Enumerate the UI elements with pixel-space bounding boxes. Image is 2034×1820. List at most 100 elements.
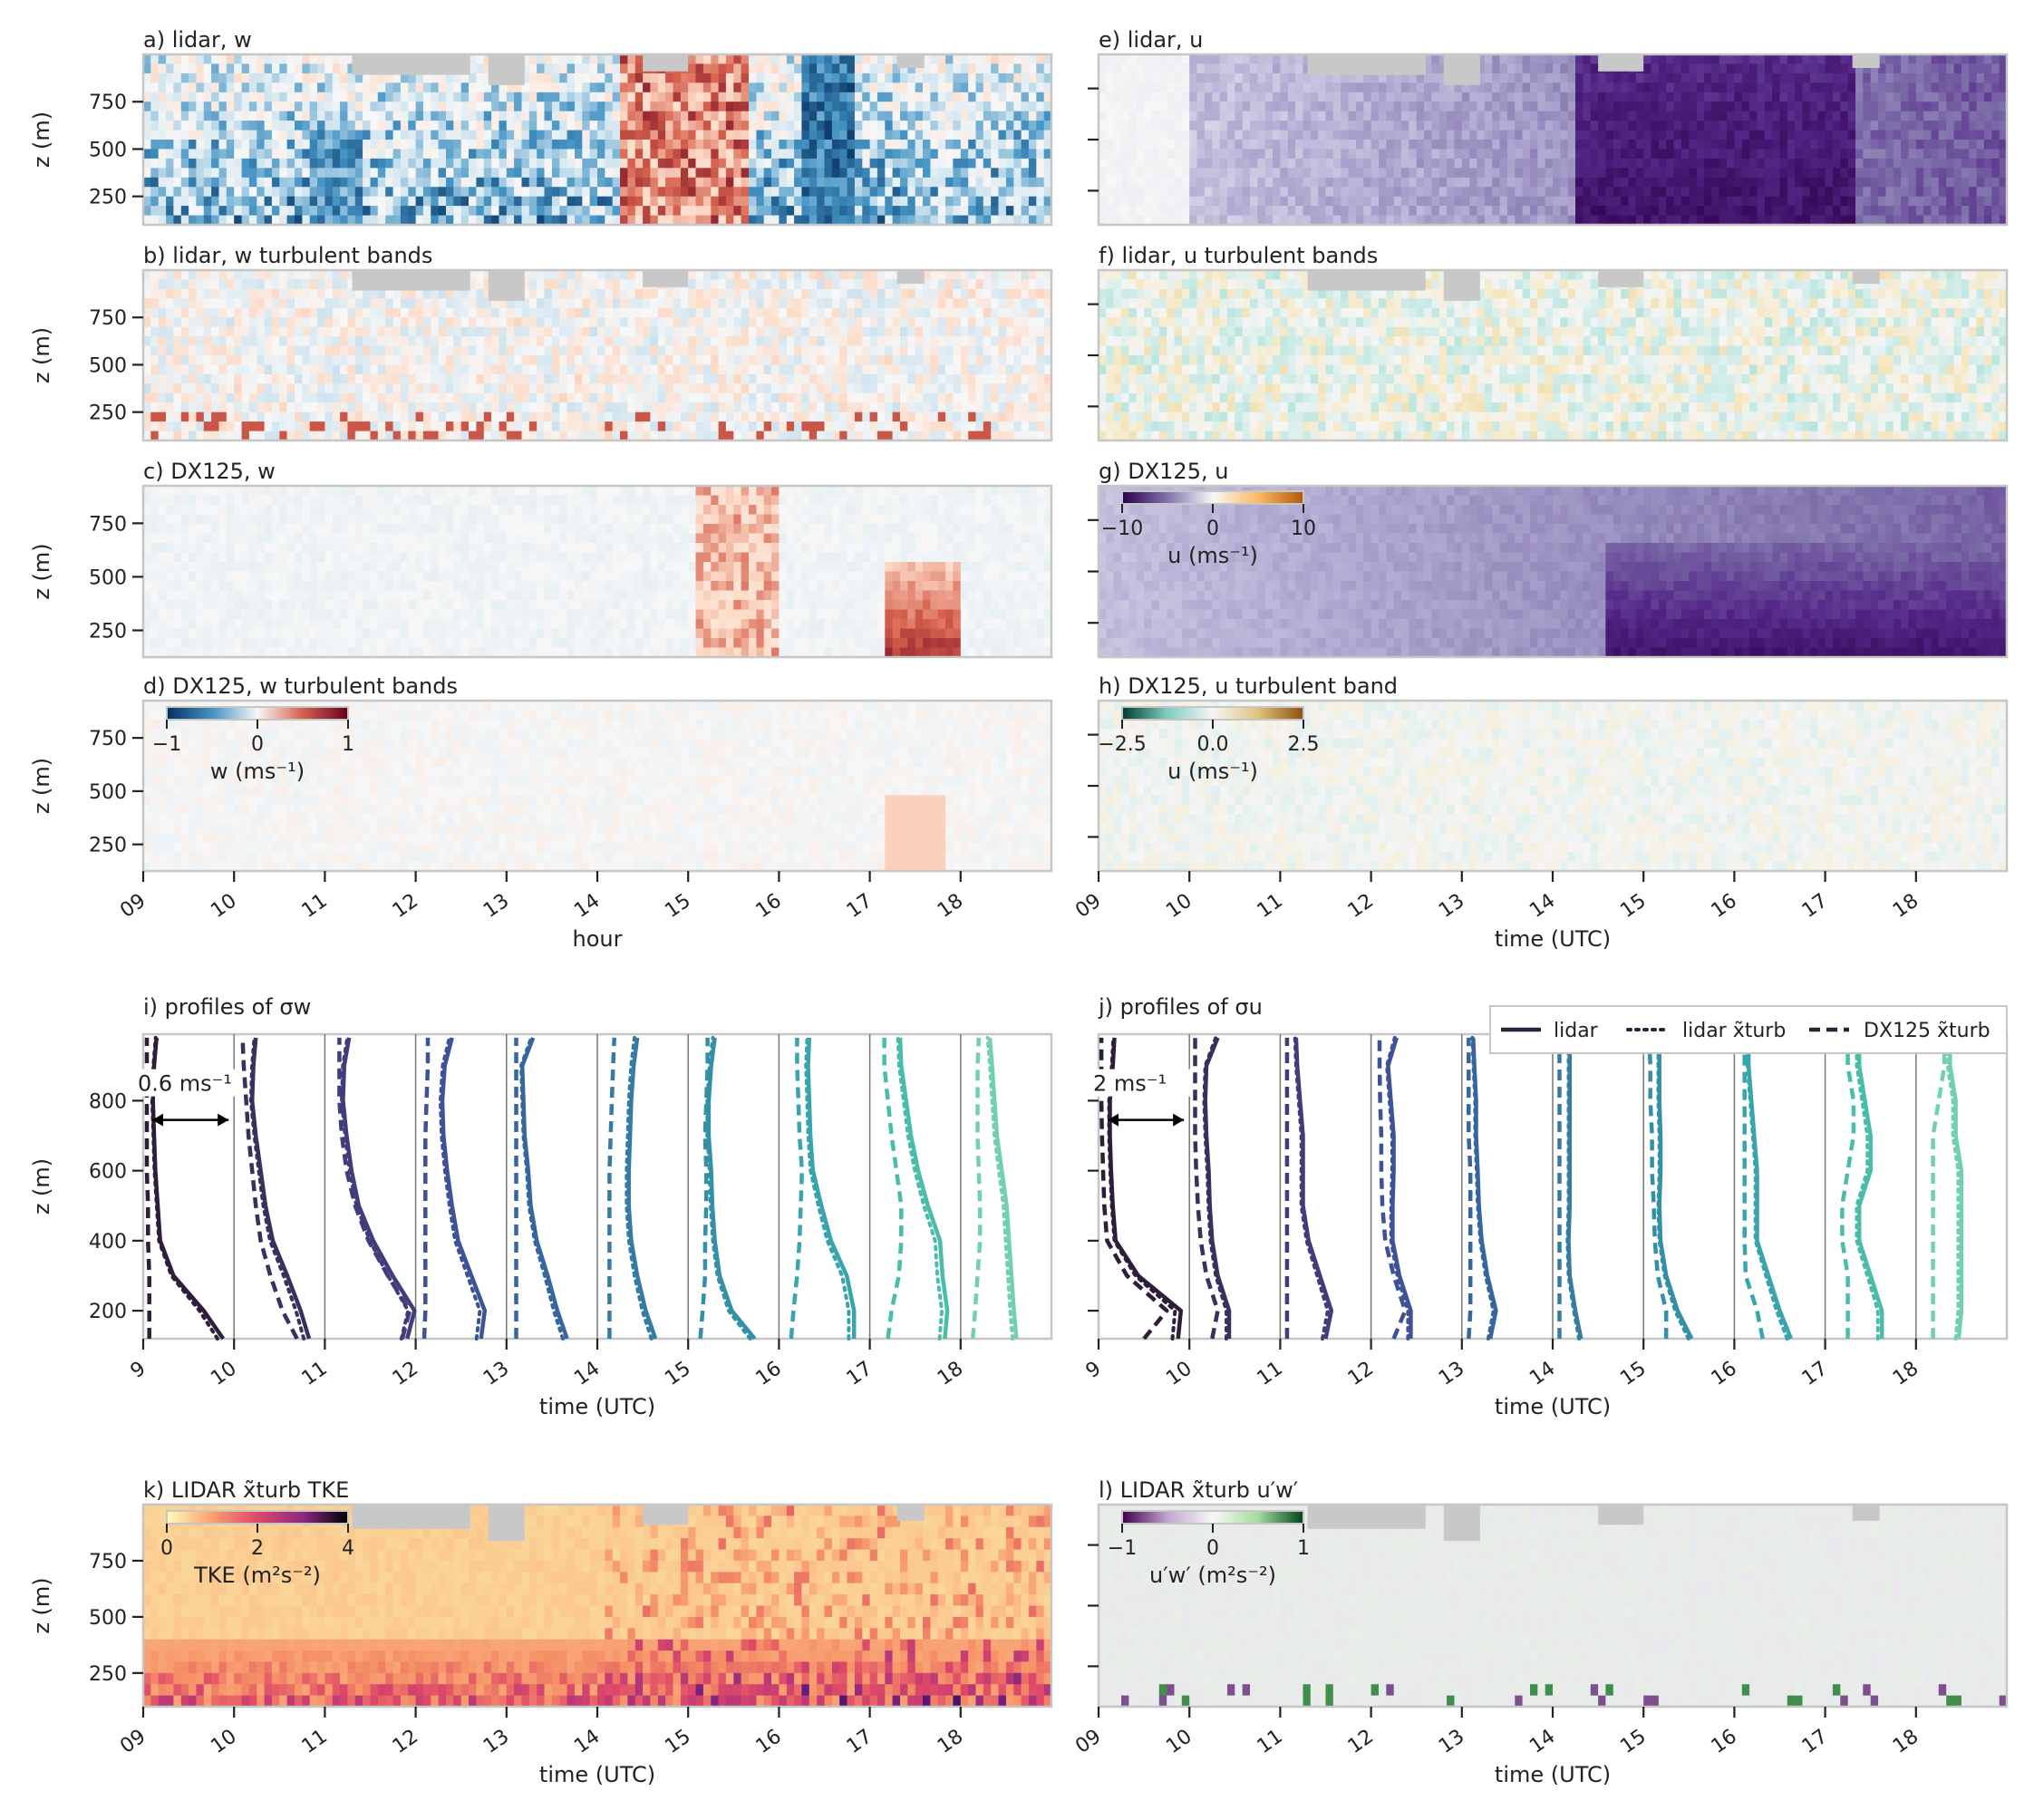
heatmap-cell [377,600,386,611]
heatmap-cell [438,411,447,422]
heatmap-cell [862,140,871,150]
heatmap-cell [847,102,856,112]
heatmap-cell [347,111,356,121]
heatmap-cell [854,421,863,432]
heatmap-cell [347,92,356,102]
heatmap-cell [1021,149,1030,160]
heatmap-cell [158,495,167,506]
heatmap-cell [324,373,334,384]
heatmap-cell [180,543,189,554]
heatmap-cell [612,187,621,198]
heatmap-cell [673,121,682,131]
heatmap-cell [998,364,1007,375]
heatmap-cell [612,149,621,160]
heatmap-cell [483,63,492,74]
heatmap-cell [514,421,522,432]
heatmap-cell [309,215,318,226]
heatmap-cell [370,495,379,506]
heatmap-cell [506,317,515,328]
heatmap-cell [363,609,371,620]
heatmap-cell [415,421,424,432]
heatmap-cell [340,600,348,611]
heatmap-cell [317,215,325,226]
heatmap-cell [499,402,508,413]
heatmap-cell [589,307,598,318]
heatmap-cell [612,102,621,112]
heatmap-cell [143,619,151,630]
heatmap-cell [725,317,734,328]
heatmap-cell [347,140,356,150]
heatmap-cell [657,402,666,413]
heatmap-cell [363,317,371,328]
heatmap-cell [143,326,151,337]
heatmap-cell [620,111,628,121]
heatmap-cell [960,187,969,198]
heatmap-cell [211,187,219,198]
heatmap-cell [1005,121,1014,131]
heatmap-cell [317,411,325,422]
heatmap-cell [551,187,560,198]
heatmap-cell [817,279,825,290]
heatmap-cell [741,431,750,441]
heatmap-cell [665,149,673,160]
heatmap-cell [794,421,802,432]
heatmap-cell [711,345,720,356]
heatmap-cell [575,82,583,93]
heatmap-cell [392,168,402,179]
heatmap-cell [695,355,704,365]
heatmap-cell [824,336,833,347]
heatmap-cell [1043,326,1052,337]
heatmap-cell [711,392,720,403]
heatmap-cell [620,196,628,207]
heatmap-cell [309,590,318,601]
heatmap-cell [340,307,348,318]
heatmap-cell [1021,317,1030,328]
heatmap-cell [332,111,341,121]
heatmap-cell [680,130,689,140]
heatmap-cell [794,345,802,356]
heatmap-cell [370,336,379,347]
heatmap-cell [234,524,243,535]
heatmap-cell [998,177,1007,188]
heatmap-cell [923,149,931,160]
heatmap-cell [340,373,348,384]
heatmap-cell [521,431,530,441]
heatmap-cell [211,206,219,217]
heatmap-cell [839,121,848,131]
heatmap-cell [854,92,863,102]
heatmap-cell [158,514,167,525]
heatmap-cell [688,54,697,64]
heatmap-cell [680,298,689,309]
heatmap-cell [491,373,499,384]
heatmap-cell [589,73,598,83]
heatmap-cell [506,364,515,375]
heatmap-cell [575,345,583,356]
heatmap-cell [257,373,266,384]
heatmap-cell [173,373,182,384]
heatmap-cell [324,543,334,554]
heatmap-cell [189,495,197,506]
heatmap-cell [537,270,546,280]
heatmap-cell [589,364,598,375]
heatmap-cell [347,102,356,112]
heatmap-cell [173,524,182,535]
heatmap-cell [196,102,205,112]
heatmap-cell [203,364,212,375]
heatmap-cell [801,73,810,83]
heatmap-cell [680,288,689,299]
heatmap-cell [354,383,363,394]
heatmap-cell [634,63,644,74]
heatmap-cell [279,73,288,83]
heatmap-cell [400,647,409,658]
heatmap-cell [408,177,417,188]
heatmap-cell [779,270,788,280]
heatmap-cell [317,326,325,337]
heatmap-cell [634,307,644,318]
heatmap-cell [695,158,704,169]
heatmap-cell [582,177,591,188]
heatmap-cell [422,82,431,93]
heatmap-cell [885,158,894,169]
heatmap-cell [271,73,280,83]
heatmap-cell [528,54,538,64]
heatmap-cell [257,298,266,309]
